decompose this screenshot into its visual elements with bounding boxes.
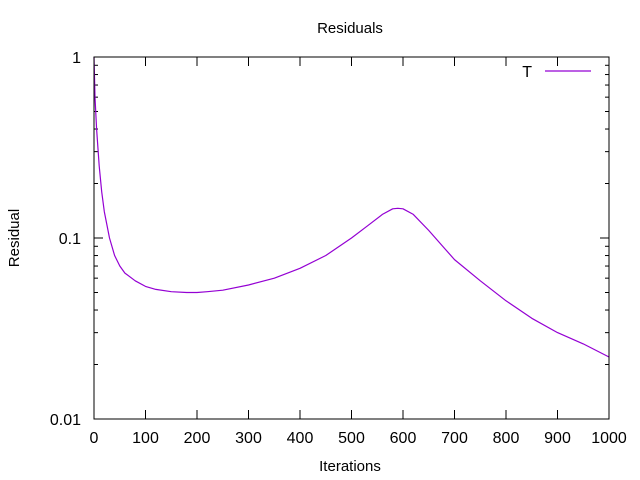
y-tick-label: 0.1 bbox=[59, 231, 81, 248]
series-line-T bbox=[93, 56, 610, 358]
chart-title: Residuals bbox=[317, 20, 383, 37]
series-layer bbox=[93, 56, 610, 358]
x-tick-label: 0 bbox=[90, 430, 99, 447]
x-tick-label: 400 bbox=[287, 430, 314, 447]
x-tick-label: 300 bbox=[235, 430, 262, 447]
y-tick-label: 1 bbox=[72, 50, 81, 67]
x-tick-label: 500 bbox=[338, 430, 365, 447]
x-axis-label: Iterations bbox=[319, 458, 381, 475]
x-tick-label: 200 bbox=[184, 430, 211, 447]
y-tick-label: 0.01 bbox=[50, 412, 81, 429]
legend: T bbox=[522, 64, 591, 81]
y-axis-label: Residual bbox=[6, 209, 23, 267]
x-tick-label: 600 bbox=[390, 430, 417, 447]
axis-tick-labels: 0 100 200 300 400 500 600 700 800 900 1000 1 0.1 0.01 bbox=[50, 50, 627, 447]
x-tick-label: 700 bbox=[441, 430, 468, 447]
legend-label-T: T bbox=[522, 64, 532, 81]
x-tick-label: 100 bbox=[132, 430, 159, 447]
x-tick-label: 800 bbox=[493, 430, 520, 447]
x-tick-label: 1000 bbox=[591, 430, 627, 447]
x-tick-label: 900 bbox=[544, 430, 571, 447]
plot-frame bbox=[93, 56, 610, 420]
